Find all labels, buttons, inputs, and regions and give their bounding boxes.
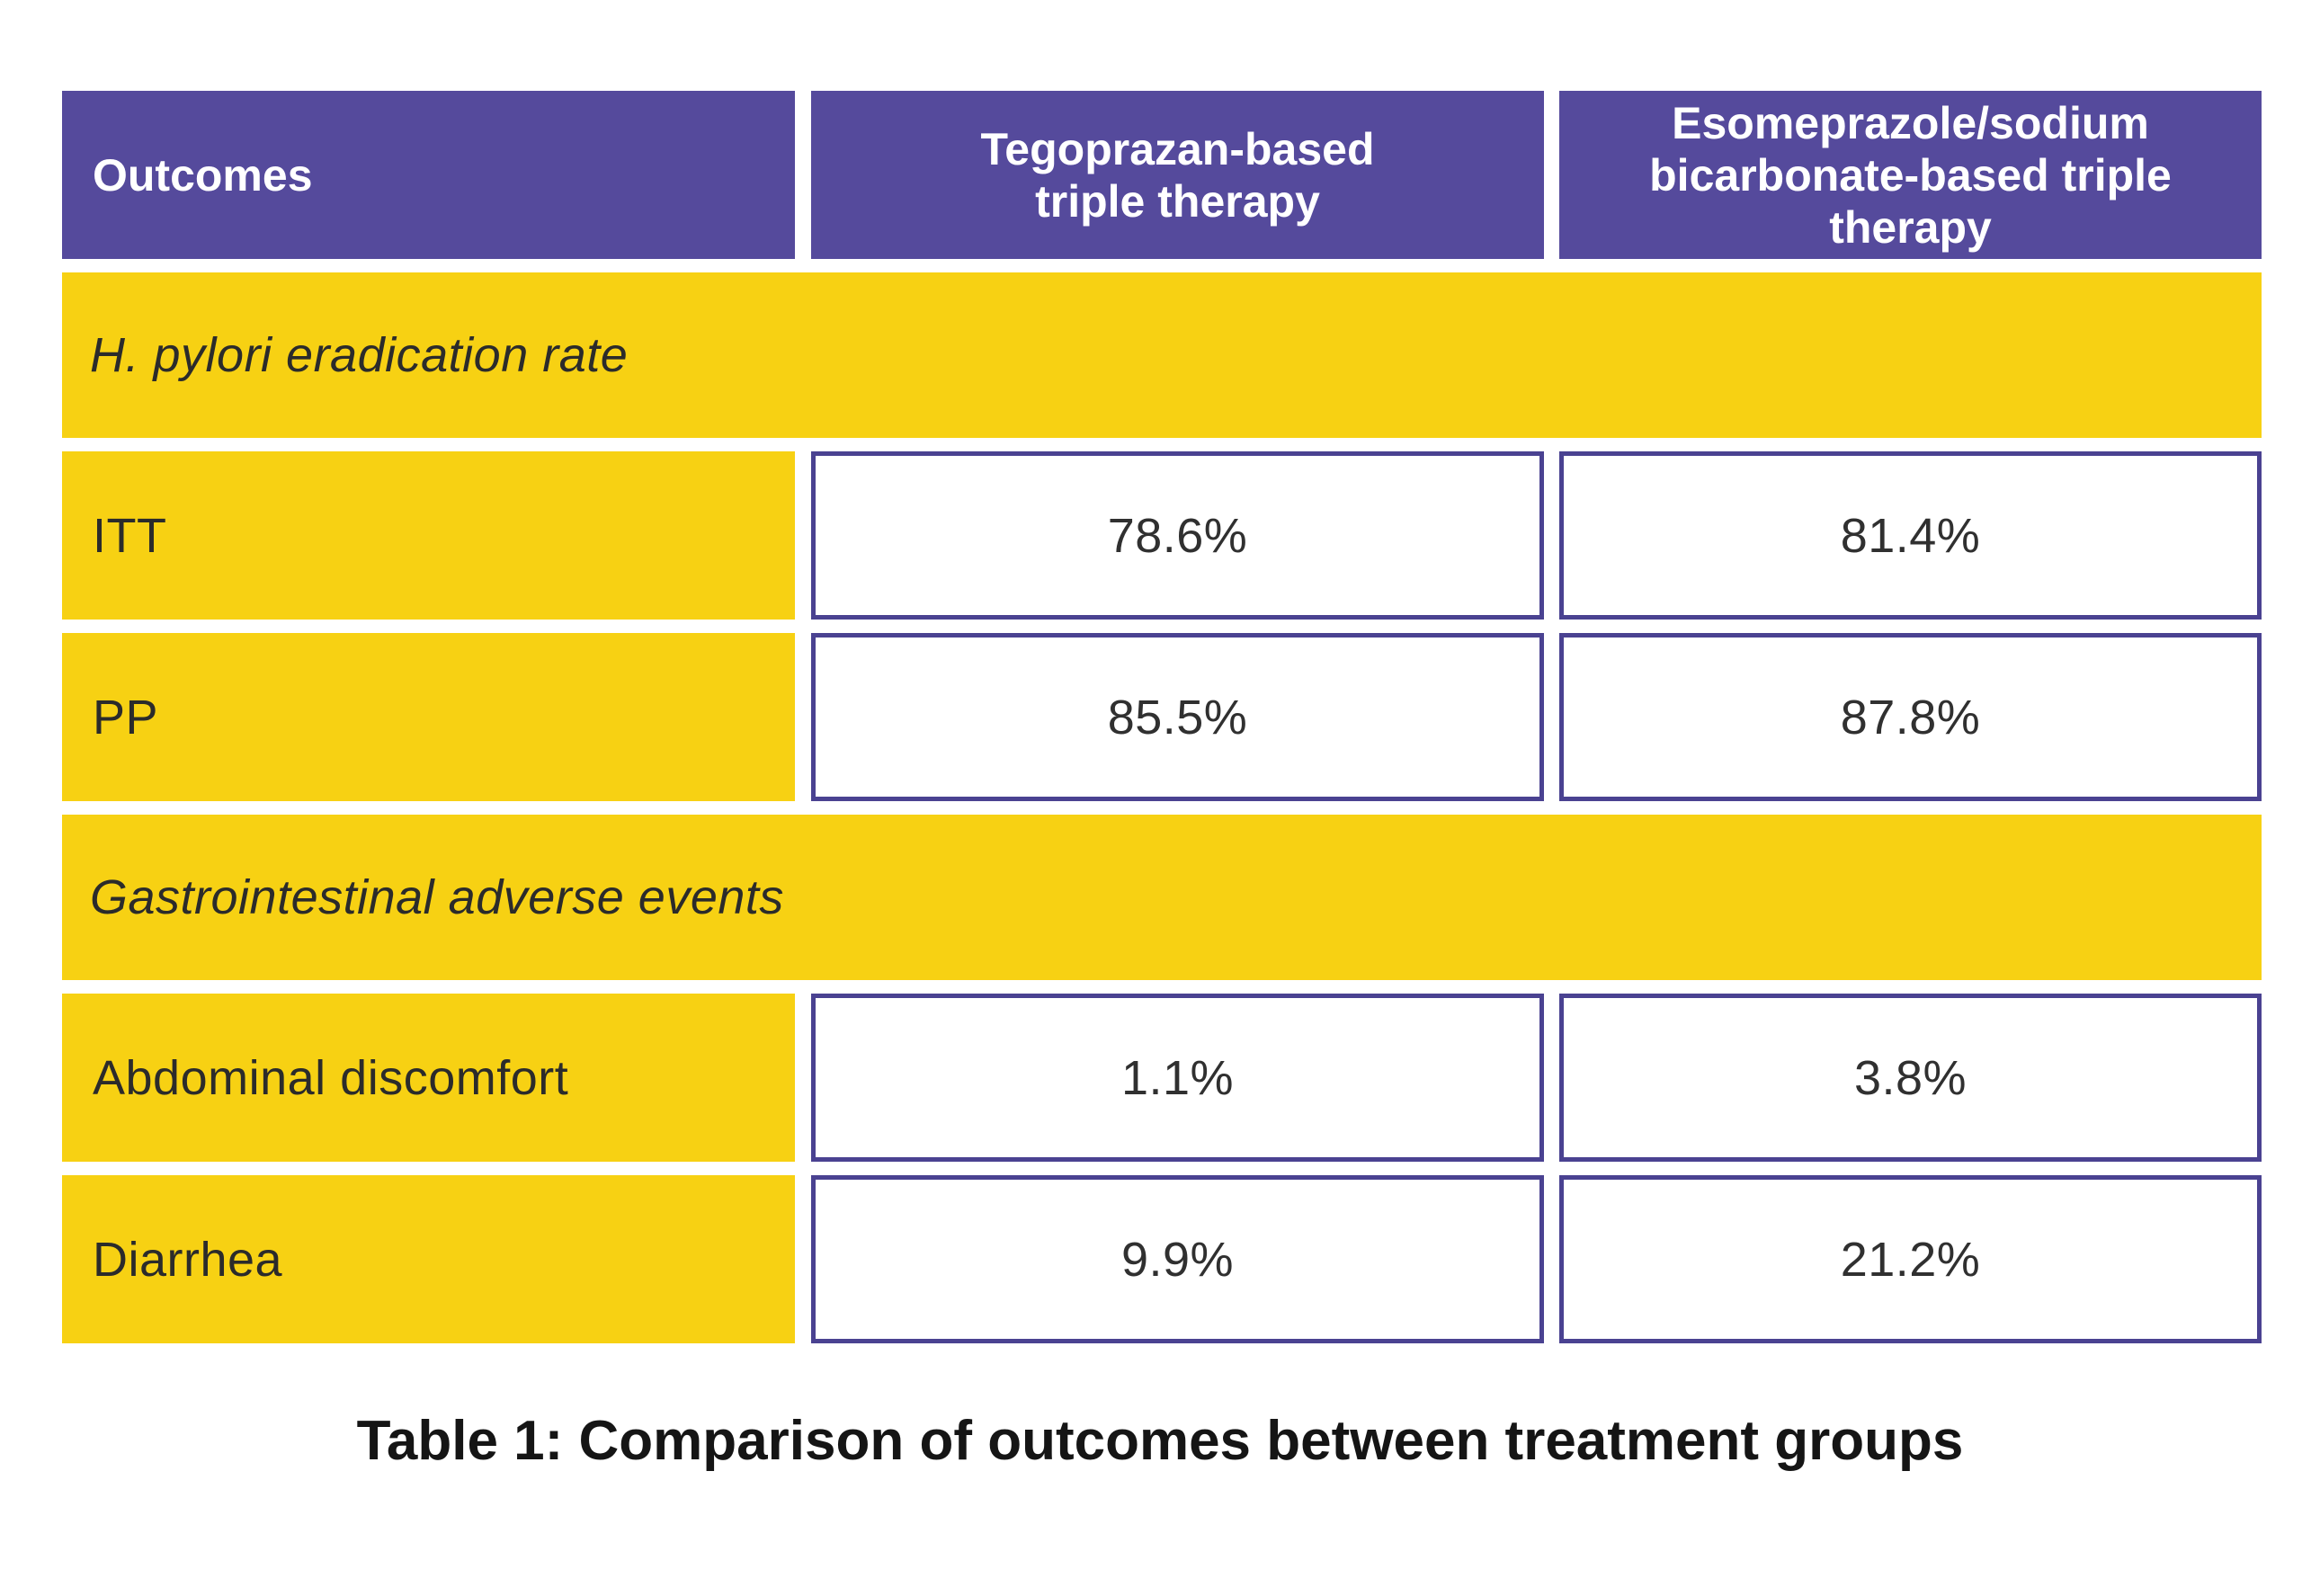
row-label-pp: PP: [62, 633, 795, 801]
header-cell-outcomes: Outcomes: [62, 91, 795, 259]
header-esomeprazole-label: Esomeprazole/sodium bicarbonate-based tr…: [1649, 97, 2172, 253]
value-abdominal-esomeprazole: 3.8%: [1559, 994, 2262, 1162]
header-cell-esomeprazole: Esomeprazole/sodium bicarbonate-based tr…: [1559, 91, 2262, 259]
table-row-itt: ITT 78.6% 81.4%: [62, 451, 2262, 620]
row-label-diarrhea: Diarrhea: [62, 1175, 795, 1343]
value-diarrhea-tegoprazan: 9.9%: [811, 1175, 1544, 1343]
table-row-pp: PP 85.5% 87.8%: [62, 633, 2262, 801]
table-row-abdominal-discomfort: Abdominal discomfort 1.1% 3.8%: [62, 994, 2262, 1162]
value-pp-esomeprazole: 87.8%: [1559, 633, 2262, 801]
value-abdominal-tegoprazan: 1.1%: [811, 994, 1544, 1162]
value-pp-tegoprazan: 85.5%: [811, 633, 1544, 801]
section-band-eradication-rate: H. pylori eradication rate: [62, 272, 2262, 438]
value-itt-tegoprazan: 78.6%: [811, 451, 1544, 620]
section-title-adverse-events: Gastrointestinal adverse events: [90, 870, 784, 924]
table-header-row: Outcomes Tegoprazan-based triple therapy…: [62, 91, 2262, 259]
table-row-diarrhea: Diarrhea 9.9% 21.2%: [62, 1175, 2262, 1343]
row-label-itt: ITT: [62, 451, 795, 620]
header-outcomes-label: Outcomes: [93, 149, 313, 201]
header-cell-tegoprazan: Tegoprazan-based triple therapy: [811, 91, 1544, 259]
value-itt-esomeprazole: 81.4%: [1559, 451, 2262, 620]
header-tegoprazan-label: Tegoprazan-based triple therapy: [980, 123, 1375, 227]
table-caption: Table 1: Comparison of outcomes between …: [356, 1410, 1964, 1472]
value-diarrhea-esomeprazole: 21.2%: [1559, 1175, 2262, 1343]
section-band-adverse-events: Gastrointestinal adverse events: [62, 815, 2262, 980]
outcomes-comparison-table: Outcomes Tegoprazan-based triple therapy…: [62, 91, 2262, 1357]
row-label-abdominal-discomfort: Abdominal discomfort: [62, 994, 795, 1162]
section-title-eradication-rate: H. pylori eradication rate: [90, 328, 629, 382]
